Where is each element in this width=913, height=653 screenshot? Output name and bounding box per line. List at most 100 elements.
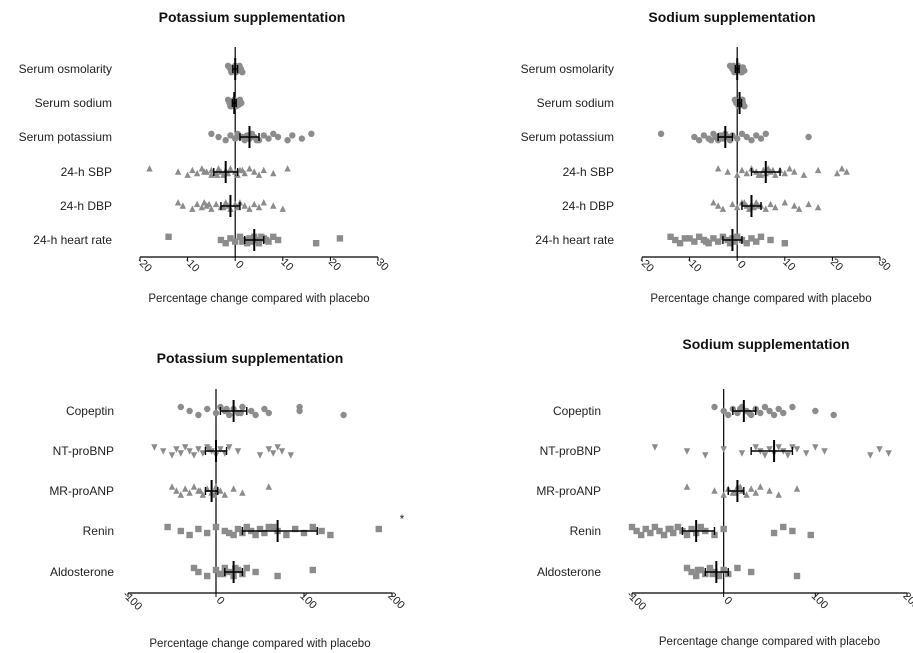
data-point bbox=[706, 564, 714, 572]
data-point bbox=[714, 165, 722, 172]
data-point bbox=[270, 130, 277, 137]
data-point bbox=[761, 403, 769, 411]
data-point bbox=[283, 531, 290, 539]
data-point bbox=[757, 135, 765, 142]
data-point bbox=[274, 133, 282, 141]
data-point bbox=[795, 205, 803, 212]
data-point bbox=[262, 236, 270, 244]
data-point bbox=[710, 235, 717, 242]
data-point bbox=[793, 485, 801, 492]
data-point bbox=[243, 564, 250, 572]
data-point bbox=[220, 203, 227, 211]
data-point bbox=[762, 205, 769, 212]
data-point bbox=[318, 527, 325, 535]
x-axis-label: Percentage change compared with placebo bbox=[650, 293, 871, 305]
data-point bbox=[780, 409, 787, 417]
x-axis-label: Percentage change compared with placebo bbox=[148, 293, 369, 305]
data-point bbox=[260, 132, 267, 139]
data-point bbox=[189, 166, 196, 174]
data-point bbox=[309, 523, 316, 531]
data-point bbox=[270, 523, 277, 531]
row-label: Serum sodium bbox=[537, 96, 614, 110]
data-point bbox=[204, 572, 211, 580]
data-point bbox=[714, 202, 722, 209]
data-point bbox=[312, 240, 320, 247]
data-point bbox=[734, 564, 741, 572]
data-point bbox=[793, 572, 801, 580]
data-point bbox=[775, 444, 782, 451]
data-point bbox=[747, 485, 755, 492]
data-point bbox=[770, 529, 778, 537]
x-axis-label: Percentage change compared with placebo bbox=[149, 638, 370, 650]
data-point bbox=[780, 523, 787, 531]
x-tick-label: -10 bbox=[684, 255, 704, 275]
data-point bbox=[633, 527, 640, 535]
data-point bbox=[184, 171, 191, 178]
x-tick-label: 30 bbox=[876, 256, 893, 273]
data-point bbox=[289, 132, 296, 139]
data-point bbox=[667, 525, 674, 533]
data-point bbox=[736, 483, 744, 490]
data-point bbox=[226, 411, 233, 419]
data-point bbox=[336, 235, 344, 242]
data-point bbox=[296, 407, 303, 415]
data-point bbox=[724, 168, 731, 175]
row-label: MR-proANP bbox=[536, 484, 601, 498]
data-point bbox=[230, 485, 237, 492]
x-axis-label: Percentage change compared with placebo bbox=[659, 636, 880, 648]
data-point bbox=[697, 523, 704, 531]
data-point bbox=[179, 202, 187, 209]
data-point bbox=[672, 236, 679, 244]
data-point bbox=[190, 483, 198, 490]
data-point bbox=[274, 572, 281, 580]
data-point bbox=[637, 531, 645, 539]
chart-panel: Sodium supplementation-20 -10 0 10 20 30Perce… bbox=[521, 9, 893, 305]
data-point bbox=[201, 168, 208, 175]
data-point bbox=[232, 238, 239, 245]
data-point bbox=[800, 171, 808, 178]
data-point bbox=[270, 450, 277, 457]
data-point bbox=[692, 572, 700, 580]
data-point bbox=[711, 403, 718, 411]
data-point bbox=[222, 137, 229, 144]
data-point bbox=[781, 240, 788, 247]
row-label: 24-h DBP bbox=[60, 199, 112, 213]
data-point bbox=[755, 171, 762, 178]
row-label: Aldosterone bbox=[50, 565, 114, 579]
data-point bbox=[710, 199, 717, 206]
data-point bbox=[255, 203, 263, 211]
data-point bbox=[205, 446, 213, 453]
row-label: NT-proBNP bbox=[53, 444, 114, 458]
chart-title: Potassium supplementation bbox=[157, 350, 344, 366]
data-point bbox=[236, 233, 244, 240]
row-label: Serum sodium bbox=[35, 96, 112, 110]
chart-panel: Sodium supplementation-100 0 100 200Percent… bbox=[536, 336, 913, 648]
data-point bbox=[239, 403, 246, 411]
x-tick-label: 30 bbox=[374, 256, 391, 273]
data-point bbox=[375, 525, 382, 533]
data-point bbox=[270, 202, 277, 209]
row-label: 24-h heart rate bbox=[535, 233, 614, 247]
data-point bbox=[720, 407, 727, 415]
data-point bbox=[747, 568, 755, 576]
data-point bbox=[217, 487, 224, 494]
row-label: 24-h DBP bbox=[562, 199, 614, 213]
data-point bbox=[239, 238, 246, 245]
chart-title: Sodium supplementation bbox=[648, 9, 815, 25]
data-point bbox=[657, 130, 665, 137]
data-point bbox=[195, 411, 202, 419]
data-point bbox=[731, 489, 738, 496]
data-point bbox=[734, 233, 741, 240]
row-label: 24-h SBP bbox=[563, 165, 614, 179]
data-point bbox=[802, 450, 810, 457]
data-point bbox=[738, 69, 746, 76]
data-point bbox=[767, 236, 774, 244]
data-point bbox=[270, 169, 277, 177]
data-point bbox=[734, 203, 741, 211]
chart-panel: Potassium supplementation-20 -10 0 10 20 30Pe… bbox=[19, 9, 391, 305]
data-point bbox=[781, 199, 788, 206]
data-point bbox=[174, 199, 182, 206]
data-point bbox=[173, 487, 180, 494]
data-point bbox=[190, 452, 198, 459]
data-point bbox=[707, 137, 715, 144]
